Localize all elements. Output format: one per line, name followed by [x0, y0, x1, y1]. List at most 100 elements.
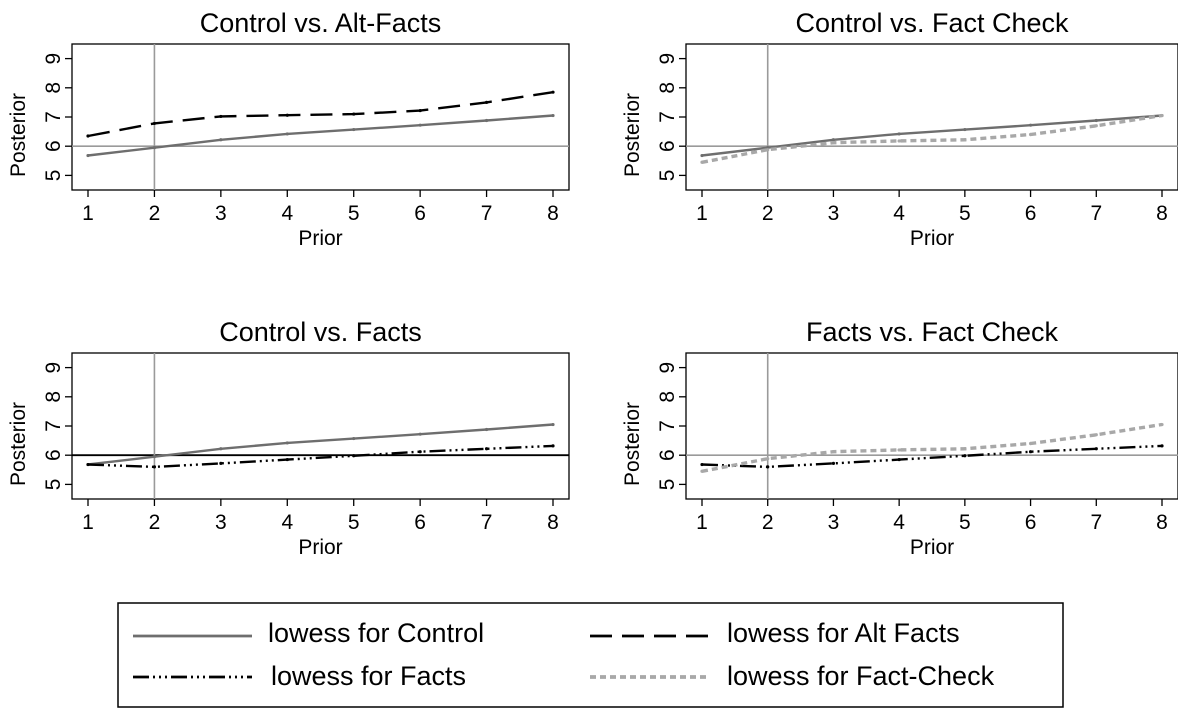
x-tick-label: 2	[762, 511, 774, 534]
panel-title: Control vs. Alt-Facts	[200, 8, 442, 38]
data-point-control	[551, 113, 555, 118]
data-point-control	[219, 447, 223, 451]
y-tick-label: 9	[656, 362, 679, 374]
data-point-alt_facts	[285, 113, 289, 117]
panel-title: Facts vs. Fact Check	[806, 317, 1059, 347]
y-tick-label: 5	[42, 479, 65, 491]
data-point-facts	[86, 462, 90, 467]
x-tick-label: 2	[149, 511, 161, 534]
x-tick-label: 5	[348, 511, 360, 534]
y-tick-label: 7	[656, 420, 679, 432]
panel-1: Control vs. Alt-Facts 1 2 3 4 5 6 7 8 5 6 7 8 9 Prior P…	[7, 8, 570, 250]
y-tick-label: 8	[656, 391, 679, 403]
x-tick-label: 8	[1156, 511, 1168, 534]
x-tick-label: 1	[696, 202, 708, 225]
x-tick-label: 3	[828, 202, 840, 225]
x-tick-label: 4	[893, 202, 905, 225]
legend-item-fact_check: lowess for Fact-Check	[590, 661, 995, 691]
data-point-fact_check	[897, 448, 901, 452]
x-tick-label: 1	[696, 511, 708, 534]
series-line-fact_check	[701, 113, 1163, 164]
y-tick-label: 9	[42, 53, 65, 65]
y-tick-label: 7	[42, 420, 65, 432]
data-point-facts	[418, 450, 422, 454]
x-axis-label: Prior	[298, 536, 342, 559]
y-tick-label: 7	[656, 111, 679, 123]
legend-box	[117, 602, 1064, 708]
data-point-fact_check	[1160, 422, 1164, 427]
data-point-facts	[285, 457, 289, 462]
data-point-facts	[484, 447, 489, 451]
data-point-control	[86, 153, 90, 158]
panel-2: Control vs. Fact Check 1 2 3 4 5 6 7 8 5 6 7 8 9 Prior…	[621, 8, 1178, 250]
data-point-fact_check	[700, 160, 704, 164]
data-point-fact_check	[963, 447, 967, 451]
x-tick-label: 8	[547, 511, 559, 534]
data-point-facts	[1160, 444, 1164, 448]
x-tick-label: 4	[281, 511, 293, 534]
x-tick-label: 7	[481, 202, 493, 225]
x-axis-label: Prior	[910, 536, 954, 559]
series-line-alt_facts	[87, 91, 554, 138]
data-point-fact_check	[700, 469, 704, 473]
x-tick-label: 3	[828, 511, 840, 534]
y-tick-label: 5	[656, 170, 679, 182]
x-tick-label: 5	[959, 511, 971, 534]
x-tick-label: 4	[893, 511, 905, 534]
data-point-control	[700, 153, 704, 158]
y-tick-label: 8	[42, 82, 65, 94]
data-point-fact_check	[766, 148, 770, 152]
y-tick-label: 5	[42, 170, 65, 182]
data-point-control	[1094, 118, 1098, 123]
x-tick-label: 5	[959, 202, 971, 225]
x-tick-label: 5	[348, 202, 360, 225]
series-line-control	[701, 114, 1163, 157]
data-point-alt_facts	[152, 121, 157, 126]
data-point-control	[418, 432, 422, 436]
y-tick-label: 6	[656, 449, 679, 461]
data-point-facts	[1094, 447, 1098, 451]
data-point-control	[963, 127, 967, 132]
y-tick-label: 8	[42, 391, 65, 403]
data-point-control	[897, 132, 901, 136]
y-tick-label: 6	[42, 140, 65, 152]
data-point-fact_check	[963, 138, 967, 142]
legend-label: lowess for Alt Facts	[727, 618, 960, 648]
legend-item-alt_facts: lowess for Alt Facts	[590, 618, 960, 648]
x-axis-label: Prior	[910, 227, 954, 250]
panel-title: Control vs. Facts	[219, 317, 422, 347]
data-point-facts	[766, 465, 770, 469]
panel-4: Facts vs. Fact Check 1 2 3 4 5 6 7 8 5 6 7 8 9 Prior Po…	[621, 317, 1178, 559]
plot-frame	[685, 43, 1178, 191]
y-tick-label: 5	[656, 479, 679, 491]
series-line-fact_check	[701, 422, 1163, 473]
x-tick-label: 1	[82, 202, 94, 225]
legend-label: lowess for Control	[268, 618, 484, 648]
x-tick-label: 1	[82, 511, 94, 534]
data-point-fact_check	[1160, 113, 1164, 118]
data-point-control	[285, 441, 289, 445]
panel-3: Control vs. Facts 1 2 3 4 5 6 7 8 5 6 7 8 9 Prior Poste…	[7, 317, 570, 559]
x-tick-label: 6	[1025, 511, 1037, 534]
y-axis-label: Posterior	[621, 93, 644, 177]
data-point-facts	[152, 465, 157, 469]
legend-label: lowess for Facts	[271, 661, 466, 691]
data-point-fact_check	[897, 139, 901, 143]
series-line-control	[87, 423, 554, 466]
series-line-facts	[701, 444, 1163, 469]
plot-frame	[71, 43, 570, 191]
legend: lowess for Control lowess for Alt Facts lo…	[117, 602, 1064, 708]
data-point-fact_check	[831, 141, 836, 145]
x-tick-label: 6	[1025, 202, 1037, 225]
x-tick-label: 6	[414, 202, 426, 225]
x-tick-label: 7	[1090, 202, 1102, 225]
data-point-alt_facts	[484, 100, 489, 104]
data-point-control	[352, 436, 356, 441]
y-tick-label: 8	[656, 82, 679, 94]
data-point-alt_facts	[418, 108, 422, 113]
x-tick-label: 2	[149, 202, 161, 225]
x-tick-label: 7	[481, 511, 493, 534]
data-point-control	[551, 422, 555, 427]
